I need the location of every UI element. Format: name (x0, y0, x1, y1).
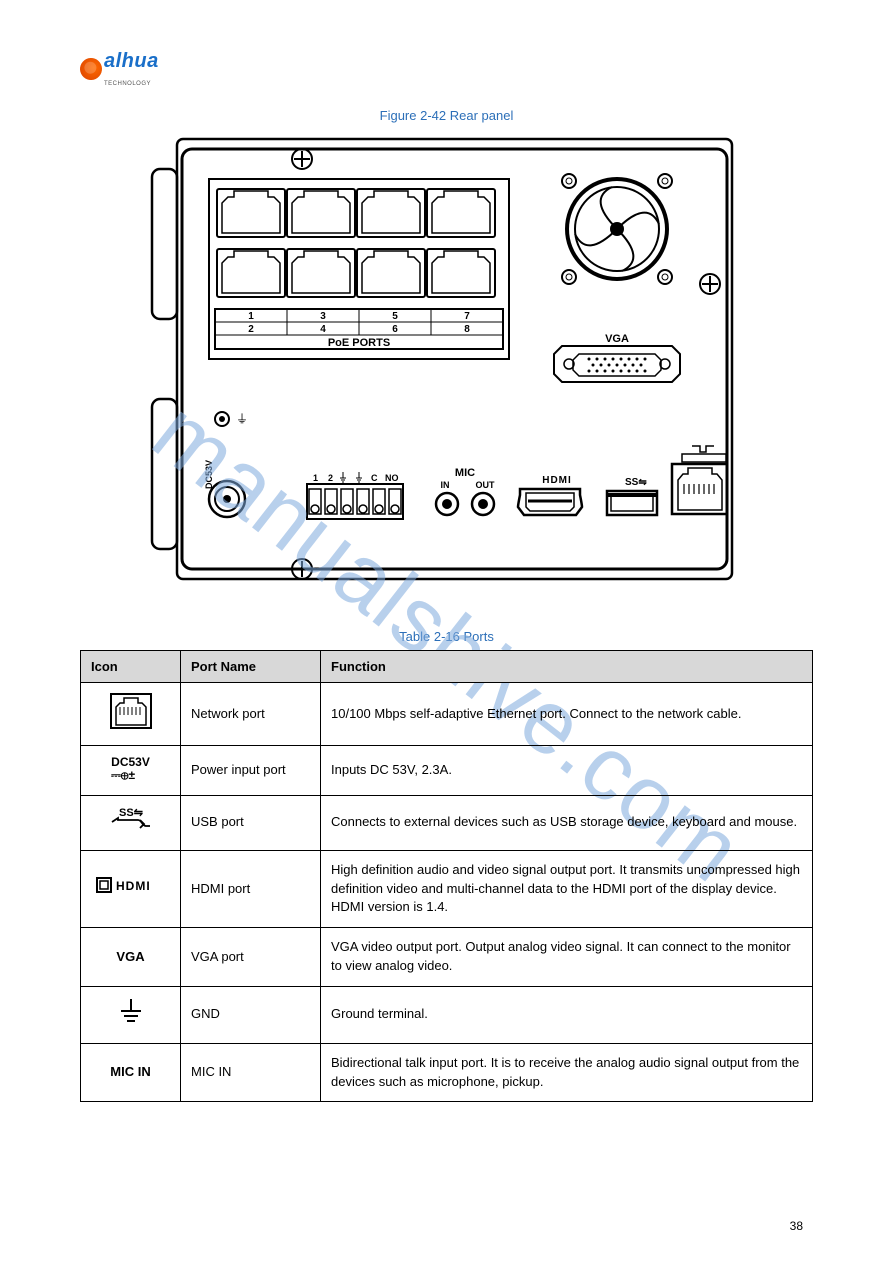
svg-text:3: 3 (320, 311, 326, 322)
table-row: HDMI HDMI portHigh definition audio and v… (81, 850, 813, 928)
table-caption: Table 2-16 Ports (80, 629, 813, 644)
figure-caption: Figure 2-42 Rear panel (80, 108, 813, 123)
mic-in-text-icon: MIC IN (110, 1064, 150, 1079)
cell-portname: Network port (181, 683, 321, 746)
svg-text:5: 5 (392, 311, 398, 322)
svg-text:1: 1 (248, 311, 254, 322)
table-row: DC53V⎓⊕± Power input portInputs DC 53V, 2… (81, 745, 813, 795)
vga-text-icon: VGA (116, 949, 144, 964)
cell-function: Connects to external devices such as USB… (321, 795, 813, 850)
table-row: VGA VGA portVGA video output port. Output… (81, 928, 813, 987)
page-number: 38 (790, 1219, 803, 1233)
hdmi-port-icon: HDMI (518, 475, 582, 515)
svg-text:8: 8 (464, 324, 470, 335)
table-row: MIC INMIC INBidirectional talk input por… (81, 1043, 813, 1102)
col-icon: Icon (81, 651, 181, 683)
cell-function: Inputs DC 53V, 2.3A. (321, 745, 813, 795)
col-portname: Port Name (181, 651, 321, 683)
svg-text:IN: IN (440, 480, 449, 490)
cell-portname: MIC IN (181, 1043, 321, 1102)
brand-name: alhua (104, 50, 159, 72)
fan-icon (559, 171, 675, 287)
table-row: GNDGround terminal. (81, 986, 813, 1043)
svg-text:2: 2 (248, 324, 254, 335)
svg-text:HDMI: HDMI (542, 475, 572, 486)
svg-text:4: 4 (320, 324, 326, 335)
col-function: Function (321, 651, 813, 683)
cell-icon: SS⇋ (81, 795, 181, 850)
cell-portname: GND (181, 986, 321, 1043)
svg-text:PoE PORTS: PoE PORTS (327, 337, 389, 349)
cell-icon: DC53V⎓⊕± (81, 745, 181, 795)
cell-function: Ground terminal. (321, 986, 813, 1043)
svg-text:MIC: MIC (454, 467, 474, 479)
cell-icon: VGA (81, 928, 181, 987)
ethernet-port-icon (672, 446, 727, 514)
ports-table: Icon Port Name Function Network port10/1… (80, 650, 813, 1102)
svg-text:SS⇋: SS⇋ (625, 477, 647, 488)
table-row: SS⇋ USB portConnects to external devices … (81, 795, 813, 850)
cell-function: VGA video output port. Output analog vid… (321, 928, 813, 987)
usb-ss-icon: SS⇋ (106, 806, 156, 834)
cell-function: Bidirectional talk input port. It is to … (321, 1043, 813, 1102)
svg-text:2: 2 (328, 473, 333, 483)
cell-portname: VGA port (181, 928, 321, 987)
rear-panel-svg: 1 3 5 7 2 4 6 8 PoE PORTS VGA (147, 129, 747, 589)
svg-text:C: C (371, 473, 378, 483)
usb-port-icon: SS⇋ (607, 477, 657, 515)
svg-text:NO: NO (385, 473, 399, 483)
svg-text:⏚: ⏚ (236, 412, 248, 426)
svg-text:1: 1 (313, 473, 318, 483)
cell-portname: HDMI port (181, 850, 321, 928)
network-port-icon (110, 693, 152, 729)
cell-portname: USB port (181, 795, 321, 850)
svg-text:6: 6 (392, 324, 398, 335)
svg-text:HDMI: HDMI (116, 879, 151, 893)
cell-icon (81, 683, 181, 746)
table-row: Network port10/100 Mbps self-adaptive Et… (81, 683, 813, 746)
cell-icon: MIC IN (81, 1043, 181, 1102)
mic-ports-icon: MIC IN OUT (436, 467, 495, 515)
alarm-terminal-icon: 1 2 C NO (307, 472, 403, 519)
power-input-icon: DC53V (204, 460, 245, 517)
brand-tagline: TECHNOLOGY (104, 81, 151, 87)
svg-text:VGA: VGA (605, 333, 629, 345)
ground-icon: ⏚ (215, 412, 248, 426)
svg-text:SS⇋: SS⇋ (119, 807, 143, 819)
cell-function: 10/100 Mbps self-adaptive Ethernet port.… (321, 683, 813, 746)
dc53v-icon: DC53V⎓⊕± (111, 756, 150, 782)
poe-ports-icon: 1 3 5 7 2 4 6 8 PoE PORTS (209, 179, 509, 359)
cell-icon: HDMI (81, 850, 181, 928)
vga-port-icon: VGA (554, 333, 680, 382)
svg-text:DC53V: DC53V (204, 460, 214, 489)
rear-panel-figure: 1 3 5 7 2 4 6 8 PoE PORTS VGA (80, 129, 813, 589)
svg-text:OUT: OUT (475, 480, 495, 490)
svg-text:7: 7 (464, 311, 470, 322)
cell-icon (81, 986, 181, 1043)
gnd-icon (117, 997, 145, 1027)
cell-portname: Power input port (181, 745, 321, 795)
cell-function: High definition audio and video signal o… (321, 850, 813, 928)
brand-logo: alhua TECHNOLOGY (80, 50, 813, 88)
logo-swirl-icon (77, 55, 105, 83)
hdmi-icon: HDMI (96, 876, 166, 896)
